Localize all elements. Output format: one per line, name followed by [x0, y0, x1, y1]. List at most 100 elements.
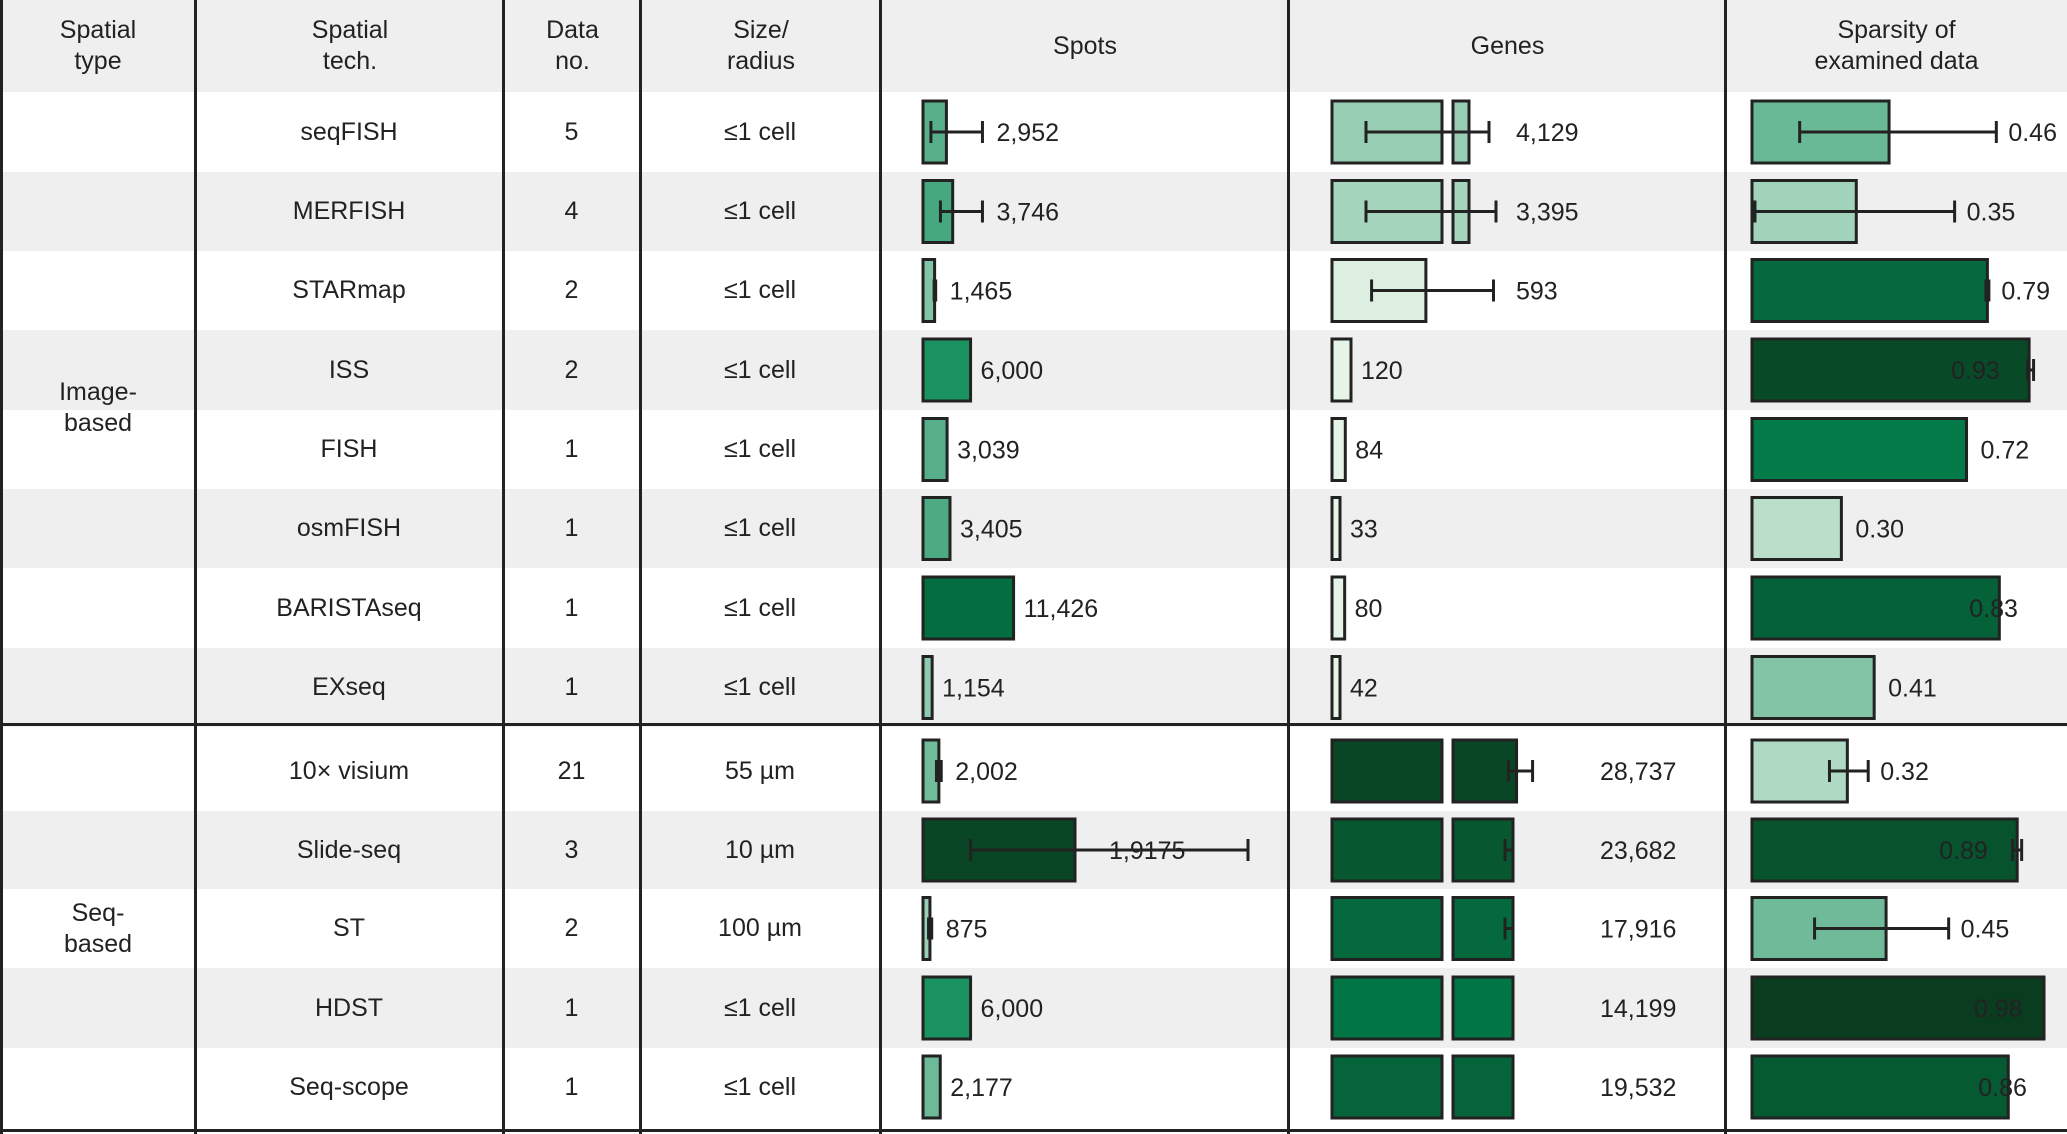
data-no-cell: 1 [564, 993, 579, 1022]
sparsity-bar [1750, 1054, 2010, 1120]
genes-bar [1330, 337, 1353, 403]
header-sparsity: Sparsity of examined data [1726, 0, 2067, 92]
genes-value-label: 14,199 [1600, 995, 1676, 1023]
header-spatial-tech: Spatial tech. [196, 0, 504, 92]
sparsity-bar [1750, 575, 2001, 641]
spots-value-label: 2,952 [996, 119, 1059, 147]
genes-value-label: 19,532 [1600, 1074, 1676, 1102]
header-spatial-tech-line2: tech. [322, 47, 378, 75]
size-cell: ≤1 cell [723, 993, 797, 1022]
sparsity-bar [1750, 655, 1876, 720]
spots-bar [921, 417, 949, 482]
col-divider [1287, 0, 1290, 1134]
header-spatial-tech-line1: Spatial [311, 16, 389, 44]
genes-bar-segment [1330, 1054, 1444, 1120]
header-sparsity-line2: examined data [1814, 47, 1979, 75]
sparsity-value-label: 0.35 [1967, 199, 2016, 227]
tech-cell: MERFISH [292, 197, 406, 225]
genes-bar [1330, 655, 1342, 720]
header-size-radius-line2: radius [726, 47, 796, 75]
size-cell: ≤1 cell [723, 117, 797, 146]
spots-bar [921, 337, 973, 403]
group-label-image-based: Image- based [0, 92, 196, 724]
group-image-line1: Image- [59, 378, 137, 406]
tech-cell: Seq-scope [289, 1072, 409, 1101]
sparsity-value-label: 0.72 [1981, 437, 2030, 465]
data-no-cell: 1 [564, 514, 579, 542]
tech-cell: FISH [320, 435, 378, 463]
spots-value-label: 3,039 [957, 437, 1020, 465]
genes-value-label: 80 [1355, 595, 1383, 623]
sparsity-value-label: 0.41 [1888, 675, 1937, 703]
col-divider [194, 0, 197, 1134]
group-seq-line1: Seq- [71, 899, 125, 927]
header-sparsity-line1: Sparsity of [1837, 16, 1956, 44]
size-cell: ≤1 cell [723, 197, 797, 225]
genes-bar-segment [1451, 738, 1519, 804]
data-no-cell: 1 [564, 673, 579, 701]
tech-cell: EXseq [312, 673, 386, 701]
genes-bar-segment [1451, 1054, 1515, 1120]
size-cell: ≤1 cell [723, 673, 797, 701]
size-cell: 55 µm [725, 756, 795, 785]
header-genes-label: Genes [1470, 31, 1545, 60]
genes-bar [1330, 417, 1347, 482]
sparsity-value-label: 0.93 [1951, 357, 2000, 385]
sparsity-value-label: 0.83 [1969, 595, 2018, 623]
tech-cell: HDST [314, 993, 384, 1022]
genes-value-label: 120 [1361, 357, 1403, 385]
tech-cell: Slide-seq [296, 835, 402, 864]
size-cell: 10 µm [725, 835, 795, 864]
spots-value-label: 875 [946, 916, 988, 944]
size-cell: ≤1 cell [723, 435, 797, 463]
spots-value-label: 11,426 [1024, 595, 1099, 623]
genes-bar-segment [1330, 975, 1444, 1041]
tech-cell: osmFISH [296, 514, 402, 542]
spots-bar [921, 655, 934, 720]
tech-cell: 10× visium [288, 756, 410, 785]
sparsity-value-label: 0.98 [1974, 995, 2023, 1023]
row-band [0, 0, 2067, 92]
header-spatial-type: Spatial type [0, 0, 196, 92]
header-spatial-type-line2: type [74, 47, 122, 75]
spots-bar [921, 975, 973, 1041]
genes-bar [1330, 496, 1342, 561]
spots-value-label: 1,9175 [1109, 837, 1185, 865]
header-data-no: Data no. [504, 0, 641, 92]
spots-bar [921, 496, 952, 561]
spots-value-label: 3,405 [960, 516, 1023, 544]
header-size-radius-line1: Size/ [733, 16, 789, 44]
genes-value-label: 84 [1355, 437, 1383, 465]
row-band [0, 172, 2067, 251]
sparsity-value-label: 0.30 [1855, 516, 1904, 544]
data-no-cell: 2 [564, 914, 579, 942]
col-divider [1724, 0, 1727, 1134]
sparsity-bar [1750, 496, 1843, 561]
spots-value-label: 1,465 [950, 278, 1013, 306]
header-data-no-line1: Data [546, 16, 599, 44]
genes-value-label: 4,129 [1516, 119, 1579, 147]
spots-bar [921, 575, 1016, 641]
header-data-no-line2: no. [555, 47, 590, 75]
sparsity-value-label: 0.89 [1939, 837, 1988, 865]
sparsity-value-label: 0.32 [1880, 758, 1929, 786]
size-cell: ≤1 cell [723, 355, 797, 384]
sparsity-value-label: 0.86 [1978, 1074, 2027, 1102]
genes-bar [1330, 575, 1347, 641]
header-spots: Spots [881, 0, 1289, 92]
col-divider [639, 0, 642, 1134]
header-spatial-type-line1: Spatial [59, 16, 137, 44]
row-band [0, 968, 2067, 1048]
size-cell: ≤1 cell [723, 276, 797, 304]
data-no-cell: 21 [557, 756, 586, 785]
data-no-cell: 2 [564, 276, 579, 304]
col-divider [0, 0, 3, 1134]
tech-cell: STARmap [292, 276, 406, 304]
header-size-radius: Size/ radius [641, 0, 881, 92]
data-no-cell: 5 [564, 117, 579, 146]
genes-bar-segment [1451, 817, 1515, 883]
data-no-cell: 4 [564, 197, 579, 225]
genes-value-label: 23,682 [1600, 837, 1676, 865]
